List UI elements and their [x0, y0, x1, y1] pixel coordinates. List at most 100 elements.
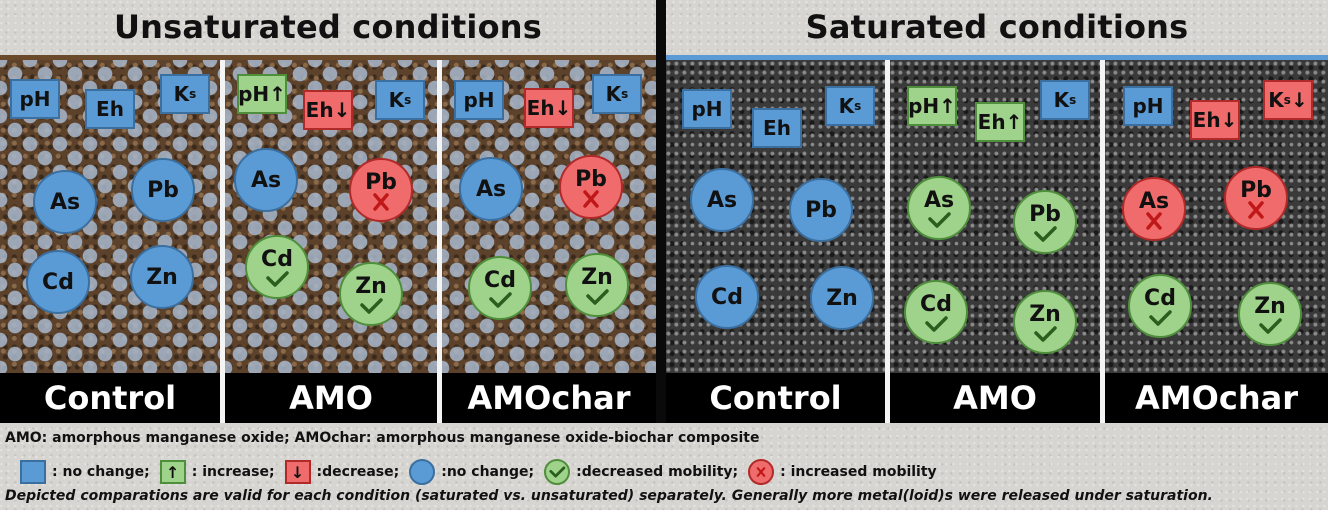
- cd-circle-decreased: Cd: [904, 280, 968, 344]
- cd-text: Cd: [261, 246, 293, 272]
- check-icon: [928, 211, 951, 228]
- eh-text: Eh: [763, 116, 791, 140]
- as-text: As: [706, 187, 738, 213]
- panel-label-sat-control: Control: [709, 379, 842, 417]
- k-text: K: [173, 82, 190, 106]
- pb-text: Pb: [575, 166, 607, 192]
- ph-text: pH: [1132, 94, 1164, 118]
- eh-down-square: Eh ↓: [1190, 100, 1240, 140]
- pb-circle-increased: Pb: [559, 155, 623, 219]
- zn-text: Zn: [826, 285, 858, 311]
- legend-label: :decreased mobility;: [576, 464, 739, 480]
- zn-circle: Zn: [130, 245, 194, 309]
- check-icon: [489, 291, 512, 308]
- legend-item: :decreased mobility;: [544, 459, 738, 485]
- eh-text: Eh: [1192, 108, 1221, 132]
- as-circle: As: [33, 170, 97, 234]
- zn-text: Zn: [1254, 293, 1286, 319]
- ph-text: pH: [691, 97, 723, 121]
- cd-circle-decreased: Cd: [245, 235, 309, 299]
- cd-circle: Cd: [26, 250, 90, 314]
- check-icon: [1259, 317, 1282, 334]
- up-arrow-icon: ↑: [939, 94, 956, 118]
- down-arrow-icon: ↓: [554, 96, 572, 120]
- pb-circle-increased: Pb: [1224, 166, 1288, 230]
- zn-circle-decreased: Zn: [1238, 282, 1302, 346]
- check-icon: [266, 270, 289, 287]
- label-bar: [442, 373, 656, 423]
- panel-label-sat-amochar: AMOchar: [1135, 379, 1298, 417]
- ph-up-square: pH ↑: [237, 74, 287, 114]
- cd-text: Cd: [1144, 285, 1176, 311]
- panel-label-unsat-amochar: AMOchar: [467, 379, 631, 417]
- panel-label-sat-amo: AMO: [953, 379, 1037, 417]
- cross-icon: [583, 189, 599, 208]
- title-unsaturated: Unsaturated conditions: [114, 8, 542, 46]
- down-arrow-icon: ↓: [1290, 88, 1308, 112]
- as-circle-decreased: As: [907, 176, 971, 240]
- as-text: As: [475, 176, 507, 202]
- down-arrow-glyph: ↓: [290, 462, 305, 482]
- panel-label-unsat-amo: AMO: [289, 379, 373, 417]
- ph-text: pH: [908, 94, 940, 118]
- cross-icon: [373, 192, 389, 211]
- check-icon: [1149, 309, 1172, 326]
- cd-circle-decreased: Cd: [1128, 274, 1192, 338]
- zn-circle-decreased: Zn: [1013, 290, 1077, 354]
- label-bar: [0, 373, 220, 423]
- k-subscript: s: [854, 99, 862, 113]
- zn-circle-decreased: Zn: [339, 262, 403, 326]
- pb-text: Pb: [1029, 201, 1061, 227]
- k-text: K: [1268, 88, 1284, 112]
- ph-up-square: pH ↑: [907, 86, 957, 126]
- eh-square: Eh: [752, 108, 802, 148]
- k-text: K: [1053, 88, 1070, 112]
- pb-text: Pb: [805, 197, 837, 223]
- pb-circle: Pb: [789, 178, 853, 242]
- eh-square: Eh: [85, 89, 135, 129]
- legend-item: : no change;: [20, 460, 150, 484]
- zn-circle: Zn: [810, 266, 874, 330]
- saturated-top-line: [666, 55, 1328, 60]
- legend-item: ↑ : increase;: [159, 460, 275, 484]
- panel-separator: [220, 60, 225, 423]
- as-text: As: [49, 189, 81, 215]
- k-subscript: s: [621, 87, 629, 101]
- down-arrow-icon: ↓: [1220, 108, 1238, 132]
- label-bar: [1105, 373, 1328, 423]
- panel-label-unsat-control: Control: [43, 379, 177, 417]
- k-text: K: [605, 82, 622, 106]
- zn-text: Zn: [355, 273, 387, 299]
- cd-text: Cd: [42, 269, 74, 295]
- ph-text: pH: [463, 88, 495, 112]
- pb-circle-decreased: Pb: [1013, 190, 1077, 254]
- check-icon: [1034, 225, 1057, 242]
- legend-label: :no change;: [441, 464, 535, 480]
- up-arrow-icon: ↑: [269, 82, 286, 106]
- ph-text: pH: [19, 87, 51, 111]
- pb-text: Pb: [365, 169, 397, 195]
- unsaturated-top-line: [0, 55, 656, 60]
- legend-definitions: AMO: amorphous manganese oxide; AMOchar:…: [5, 430, 760, 446]
- eh-down-square: Eh ↓: [524, 88, 574, 128]
- as-text: As: [250, 167, 282, 193]
- cd-text: Cd: [920, 291, 952, 317]
- up-arrow-glyph: ↑: [166, 462, 180, 482]
- blue-circle-icon: [409, 459, 436, 485]
- zn-circle-decreased: Zn: [565, 253, 629, 317]
- panel-separator: [1100, 60, 1105, 423]
- ph-square: pH: [454, 80, 504, 120]
- cd-text: Cd: [711, 284, 743, 310]
- blue-square-icon: [20, 460, 46, 484]
- eh-text: Eh: [526, 96, 555, 120]
- as-text: As: [1138, 188, 1170, 214]
- eh-text: Eh: [96, 97, 124, 121]
- legend-label: : no change;: [52, 464, 150, 480]
- check-icon: [586, 288, 609, 305]
- legend-label: : increase;: [191, 464, 275, 480]
